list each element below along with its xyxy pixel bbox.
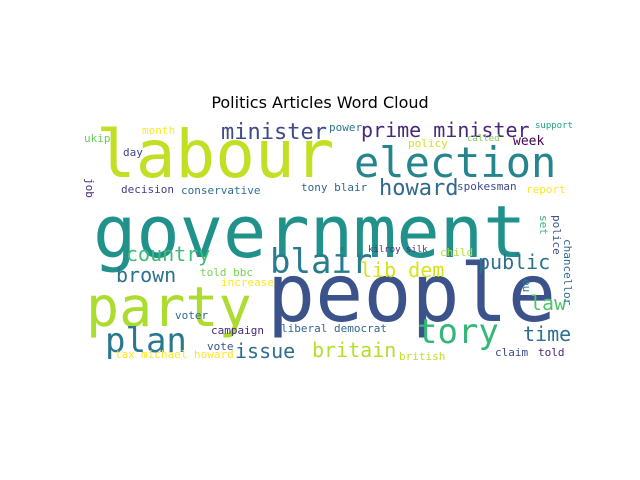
word-told-bbc: told bbc (200, 266, 253, 279)
word-ukip: ukip (84, 132, 111, 145)
word-week: week (513, 134, 545, 149)
word-support: support (535, 121, 573, 131)
word-called: called (467, 134, 500, 144)
word-lib-dem: lib dem (360, 258, 445, 282)
word-told: told (538, 346, 565, 359)
word-time: time (523, 322, 572, 346)
word-blair: blair (270, 242, 373, 282)
word-decision: decision (121, 183, 174, 196)
word-howard: howard (379, 176, 459, 201)
word-party: party (86, 275, 252, 339)
word-vote: vote (207, 340, 234, 353)
word-minister: minister (221, 120, 327, 145)
word-day: day (123, 146, 143, 159)
word-campaign: campaign (211, 324, 264, 337)
word-public: public (478, 250, 551, 274)
word-voter: voter (175, 309, 209, 322)
chart-title: Politics Articles Word Cloud (211, 93, 429, 112)
word-election: election (354, 138, 557, 187)
word-claim: claim (495, 346, 529, 359)
word-british: british (399, 350, 446, 363)
word-report: report (526, 183, 566, 196)
word-child: child (440, 246, 474, 259)
word-plan: plan (105, 321, 187, 361)
word-michael-howard: michael howard (141, 348, 234, 361)
word-prime-minister: prime minister (361, 118, 530, 142)
word-set: set (537, 215, 550, 235)
word-tax: tax (115, 348, 135, 361)
word-policy: policy (408, 137, 448, 150)
word-eu: eu (520, 279, 533, 293)
word-conservative: conservative (181, 184, 261, 197)
word-law: law (530, 291, 567, 315)
word-government: government (93, 190, 527, 274)
word-country: country (126, 242, 211, 266)
word-job: job (83, 178, 96, 198)
word-people: people (267, 247, 556, 340)
word-brown: brown (116, 263, 177, 287)
word-tony-blair: tony blair (301, 181, 368, 194)
word-increase: increase (221, 276, 274, 289)
word-chancellor: chancellor (561, 239, 574, 306)
word-month: month (142, 124, 176, 137)
word-kilroy-silk: kilroy silk (368, 245, 428, 255)
word-cloud: government people labour party election tory p… (80, 120, 600, 370)
word-britain: britain (312, 338, 397, 362)
word-power: power (329, 121, 363, 134)
word-tory: tory (417, 312, 499, 352)
word-liberal-democrat: liberal democrat (281, 322, 387, 335)
word-issue: issue (235, 339, 296, 363)
word-labour: labour (96, 116, 335, 193)
word-spokesman: spokesman (457, 180, 517, 193)
